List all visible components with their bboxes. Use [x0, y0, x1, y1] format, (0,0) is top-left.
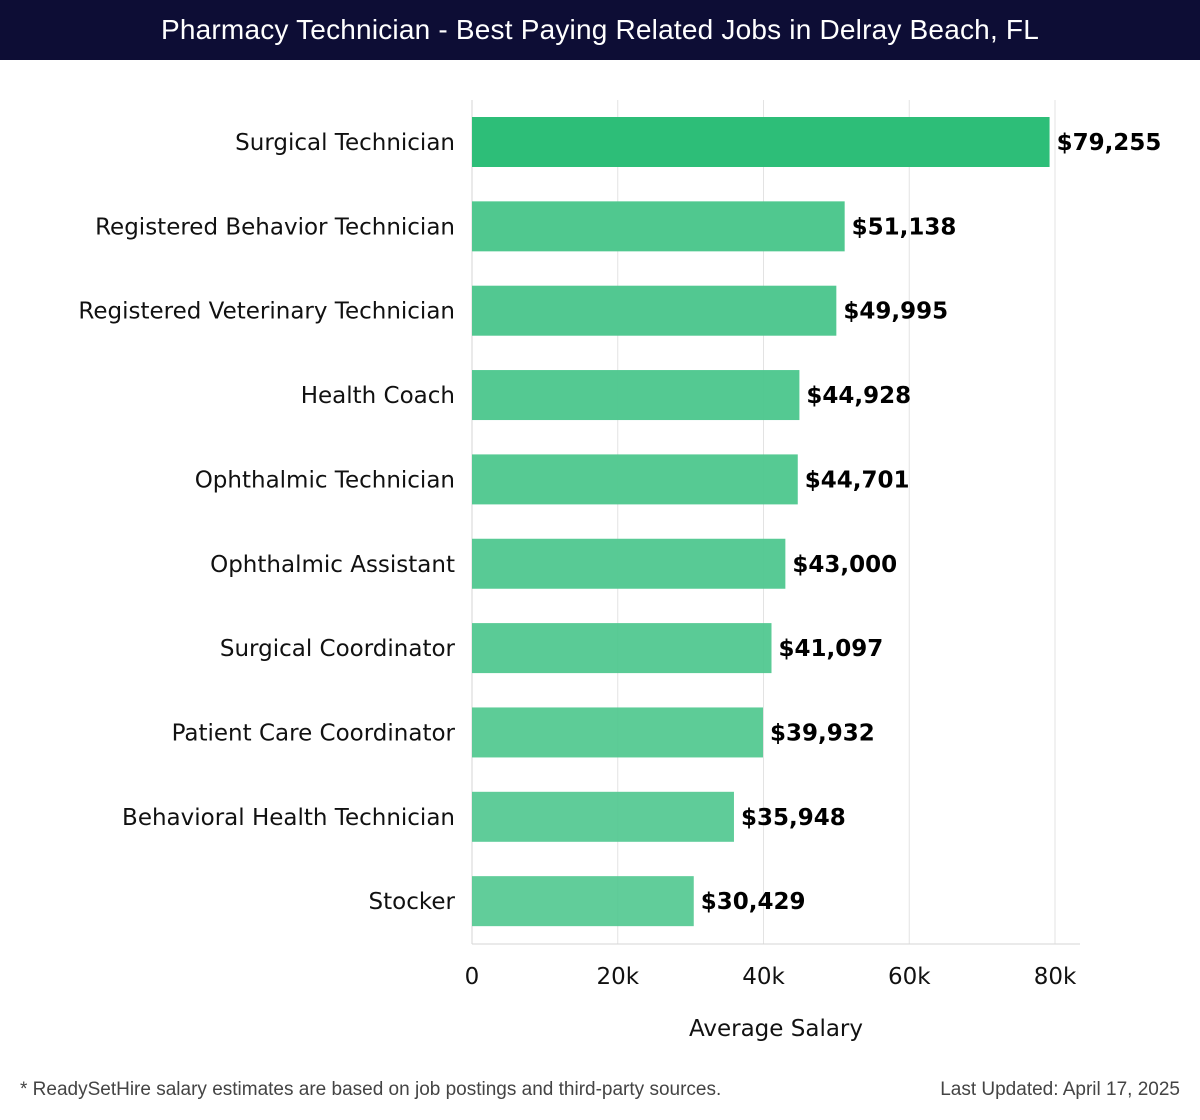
- value-label-4: $44,701: [805, 467, 910, 493]
- category-label-2: Registered Veterinary Technician: [78, 299, 455, 325]
- bar-4: [472, 454, 798, 505]
- x-axis-title: Average Salary: [689, 1016, 863, 1042]
- value-label-9: $30,429: [701, 889, 806, 915]
- value-label-3: $44,928: [806, 383, 911, 409]
- category-label-1: Registered Behavior Technician: [95, 214, 455, 240]
- tick-label-2: 40k: [742, 964, 785, 990]
- chart-title: Pharmacy Technician - Best Paying Relate…: [0, 0, 1200, 60]
- value-label-0: $79,255: [1057, 130, 1162, 156]
- value-label-2: $49,995: [843, 299, 948, 325]
- x-axis-ticks: 0 20k 40k 60k 80k: [465, 964, 1077, 990]
- bar-1: [472, 201, 845, 252]
- bar-7: [472, 707, 764, 758]
- tick-label-1: 20k: [596, 964, 639, 990]
- category-labels: Surgical Technician Registered Behavior T…: [78, 130, 455, 915]
- footer-note: * ReadySetHire salary estimates are base…: [20, 1079, 722, 1100]
- category-label-4: Ophthalmic Technician: [195, 467, 455, 493]
- bars: [472, 117, 1050, 927]
- category-label-0: Surgical Technician: [235, 130, 455, 156]
- bar-9: [472, 876, 694, 927]
- category-label-7: Patient Care Coordinator: [172, 720, 456, 746]
- value-label-7: $39,932: [770, 720, 875, 746]
- value-label-8: $35,948: [741, 805, 846, 831]
- bar-8: [472, 791, 734, 842]
- tick-label-4: 80k: [1034, 964, 1077, 990]
- category-label-8: Behavioral Health Technician: [122, 805, 455, 831]
- value-label-1: $51,138: [852, 214, 957, 240]
- salary-bar-chart: Surgical Technician Registered Behavior T…: [78, 100, 1162, 1042]
- bar-5: [472, 538, 786, 589]
- category-label-5: Ophthalmic Assistant: [210, 552, 455, 578]
- value-label-6: $41,097: [778, 636, 883, 662]
- category-label-6: Surgical Coordinator: [220, 636, 456, 662]
- tick-label-3: 60k: [888, 964, 931, 990]
- value-labels: $79,255 $51,138 $49,995 $44,928 $44,701 $43,0…: [701, 130, 1162, 915]
- category-label-3: Health Coach: [301, 383, 455, 409]
- value-label-5: $43,000: [792, 552, 897, 578]
- bar-2: [472, 285, 837, 336]
- tick-label-0: 0: [465, 964, 480, 990]
- bar-3: [472, 370, 800, 421]
- bar-0: [472, 117, 1050, 167]
- bar-6: [472, 623, 772, 674]
- last-updated: Last Updated: April 17, 2025: [940, 1079, 1180, 1100]
- category-label-9: Stocker: [369, 889, 456, 915]
